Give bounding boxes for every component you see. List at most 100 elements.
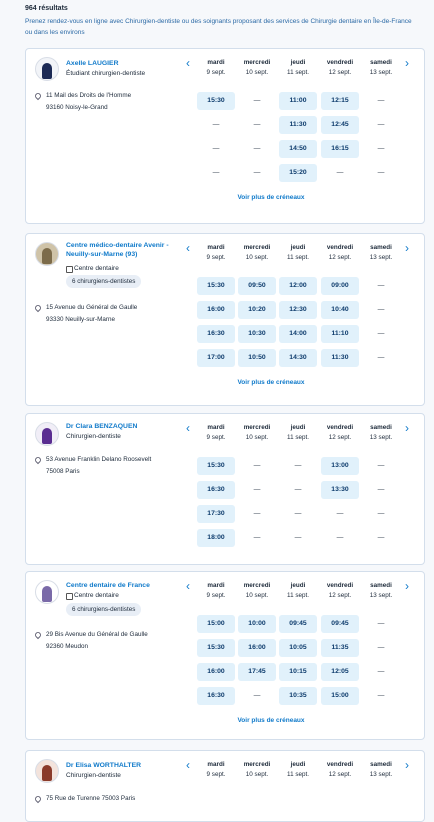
next-arrow[interactable]: › — [405, 758, 409, 772]
time-slot[interactable]: 15:30 — [197, 92, 235, 110]
time-slot[interactable]: 10:35 — [279, 687, 317, 705]
time-slot[interactable]: 10:20 — [238, 301, 276, 319]
day-header: mardi 9 sept. — [195, 760, 237, 780]
avatar — [35, 759, 59, 783]
next-arrow[interactable]: › — [405, 241, 409, 255]
time-slot[interactable]: 15:30 — [197, 277, 235, 295]
prev-arrow[interactable]: ‹ — [186, 241, 190, 255]
day-date: 11 sept. — [287, 434, 309, 441]
address-line: 75 Rue de Turenne 75003 Paris — [46, 795, 136, 802]
time-slot[interactable]: 14:50 — [279, 140, 317, 158]
practitioner-name[interactable]: Centre médico-dentaire Avenir - Neuilly-… — [66, 242, 169, 258]
address-line: 15 Avenue du Général de Gaulle — [46, 304, 138, 311]
time-slot[interactable]: 09:45 — [321, 615, 359, 633]
day-header: mardi 9 sept. — [195, 581, 237, 601]
time-slot[interactable]: 16:30 — [197, 481, 235, 499]
time-slot[interactable]: 17:30 — [197, 505, 235, 523]
time-slot[interactable]: 12:05 — [321, 663, 359, 681]
no-slot: — — [377, 692, 385, 699]
time-slot[interactable]: 15:30 — [197, 457, 235, 475]
prev-arrow[interactable]: ‹ — [186, 421, 190, 435]
day-header: samedi 13 sept. — [360, 243, 402, 263]
time-slot[interactable]: 16:00 — [197, 301, 235, 319]
time-slot[interactable]: 11:00 — [279, 92, 317, 110]
time-slot[interactable]: 10:15 — [279, 663, 317, 681]
prev-arrow[interactable]: ‹ — [186, 758, 190, 772]
time-slot[interactable]: 09:50 — [238, 277, 276, 295]
time-slot[interactable]: 10:50 — [238, 349, 276, 367]
practitioner-name[interactable]: Dr Clara BENZAQUEN — [66, 423, 138, 430]
address-line: 93330 Neuilly-sur-Marne — [46, 316, 115, 323]
time-slot[interactable]: 16:30 — [197, 325, 235, 343]
day-header: mardi 9 sept. — [195, 243, 237, 263]
time-slot[interactable]: 10:40 — [321, 301, 359, 319]
prev-arrow[interactable]: ‹ — [186, 56, 190, 70]
day-header: jeudi 11 sept. — [277, 760, 319, 780]
time-slot[interactable]: 15:00 — [321, 687, 359, 705]
practitioner-card: Dr Clara BENZAQUEN Chirurgien-dentiste 53 … — [25, 413, 425, 565]
time-slot[interactable]: 11:30 — [321, 349, 359, 367]
prev-arrow[interactable]: ‹ — [186, 579, 190, 593]
time-slot[interactable]: 11:30 — [279, 116, 317, 134]
time-slot[interactable]: 12:45 — [321, 116, 359, 134]
day-date: 12 sept. — [328, 771, 352, 778]
time-slot[interactable]: 18:00 — [197, 529, 235, 547]
practitioner-card: Dr Elisa WORTHALTER Chirurgien-dentiste 75… — [25, 750, 425, 822]
time-slot[interactable]: 16:30 — [197, 687, 235, 705]
time-slot[interactable]: 10:05 — [279, 639, 317, 657]
no-slot: — — [377, 486, 385, 493]
no-slot: — — [253, 169, 261, 176]
next-arrow[interactable]: › — [405, 579, 409, 593]
practitioner-card: Centre dentaire de France Centre dentaire… — [25, 571, 425, 740]
day-header: vendredi 12 sept. — [319, 423, 361, 443]
next-arrow[interactable]: › — [405, 56, 409, 70]
time-slot[interactable]: 09:45 — [279, 615, 317, 633]
day-name: mardi — [207, 424, 225, 431]
time-slot[interactable]: 17:00 — [197, 349, 235, 367]
more-slots-link[interactable]: Voir plus de créneaux — [237, 717, 305, 724]
next-arrow[interactable]: › — [405, 421, 409, 435]
day-date: 9 sept. — [206, 434, 226, 441]
time-slot[interactable]: 10:00 — [238, 615, 276, 633]
time-slot[interactable]: 13:30 — [321, 481, 359, 499]
no-slot: — — [212, 169, 220, 176]
day-name: mercredi — [243, 59, 271, 66]
time-slot[interactable]: 12:00 — [279, 277, 317, 295]
time-slot[interactable]: 15:30 — [197, 639, 235, 657]
day-header: vendredi 12 sept. — [319, 760, 361, 780]
time-slot[interactable]: 15:20 — [279, 164, 317, 182]
time-slot[interactable]: 13:00 — [321, 457, 359, 475]
pin-icon — [33, 455, 43, 465]
day-name: mardi — [207, 761, 225, 768]
time-slot[interactable]: 15:00 — [197, 615, 235, 633]
time-slot[interactable]: 16:00 — [238, 639, 276, 657]
time-slot[interactable]: 12:15 — [321, 92, 359, 110]
no-slot: — — [377, 330, 385, 337]
day-header: samedi 13 sept. — [360, 760, 402, 780]
time-slot[interactable]: 11:10 — [321, 325, 359, 343]
no-slot: — — [212, 145, 220, 152]
time-slot[interactable]: 09:00 — [321, 277, 359, 295]
practitioner-name[interactable]: Centre dentaire de France — [66, 582, 150, 589]
day-name: mardi — [207, 582, 225, 589]
time-slot[interactable]: 10:30 — [238, 325, 276, 343]
time-slot[interactable]: 14:00 — [279, 325, 317, 343]
day-name: vendredi — [326, 59, 354, 66]
no-slot: — — [336, 169, 344, 176]
time-slot[interactable]: 16:15 — [321, 140, 359, 158]
time-slot[interactable]: 16:00 — [197, 663, 235, 681]
time-slot[interactable]: 12:30 — [279, 301, 317, 319]
day-header: jeudi 11 sept. — [277, 58, 319, 78]
no-slot: — — [336, 534, 344, 541]
time-slot[interactable]: 11:35 — [321, 639, 359, 657]
practitioner-name[interactable]: Dr Elisa WORTHALTER — [66, 762, 142, 769]
day-date: 12 sept. — [328, 254, 352, 261]
time-slot[interactable]: 14:30 — [279, 349, 317, 367]
more-slots-link[interactable]: Voir plus de créneaux — [237, 194, 305, 201]
time-slot[interactable]: 17:45 — [238, 663, 276, 681]
practitioner-name[interactable]: Axelle LAUGIER — [66, 60, 119, 67]
day-date: 13 sept. — [369, 254, 393, 261]
more-slots-link[interactable]: Voir plus de créneaux — [237, 379, 305, 386]
no-slot: — — [336, 510, 344, 517]
no-slot: — — [377, 97, 385, 104]
